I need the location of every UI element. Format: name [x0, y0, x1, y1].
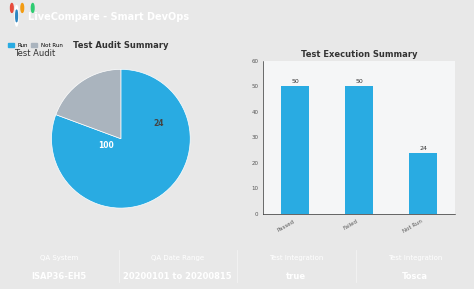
Text: QA Date Range: QA Date Range [151, 255, 204, 261]
Circle shape [15, 6, 18, 26]
Text: 20200101 to 20200815: 20200101 to 20200815 [123, 272, 232, 281]
Text: Test Integration: Test Integration [269, 255, 323, 261]
Text: ISAP36-EH5: ISAP36-EH5 [32, 272, 87, 281]
Text: Test Integration: Test Integration [388, 255, 442, 261]
Text: 100: 100 [98, 141, 113, 150]
Text: Test Audit: Test Audit [14, 49, 55, 58]
Text: QA System: QA System [40, 255, 78, 261]
Bar [281, 86, 310, 214]
Text: 50: 50 [291, 79, 299, 84]
Circle shape [16, 10, 18, 22]
Wedge shape [52, 69, 190, 208]
Title: Test Audit Summary: Test Audit Summary [73, 41, 169, 50]
Wedge shape [56, 69, 121, 139]
Bar [345, 86, 374, 214]
Circle shape [21, 3, 24, 12]
Text: 24: 24 [154, 119, 164, 128]
Text: LiveCompare - Smart DevOps: LiveCompare - Smart DevOps [28, 12, 190, 23]
Circle shape [10, 3, 13, 12]
Legend: Run, Not Run: Run, Not Run [6, 41, 65, 50]
Text: Tosca: Tosca [402, 272, 428, 281]
Circle shape [31, 3, 34, 12]
Text: 24: 24 [419, 146, 427, 151]
Text: 50: 50 [355, 79, 363, 84]
Bar [409, 153, 438, 214]
Title: Test Execution Summary: Test Execution Summary [301, 49, 417, 59]
Text: true: true [286, 272, 306, 281]
